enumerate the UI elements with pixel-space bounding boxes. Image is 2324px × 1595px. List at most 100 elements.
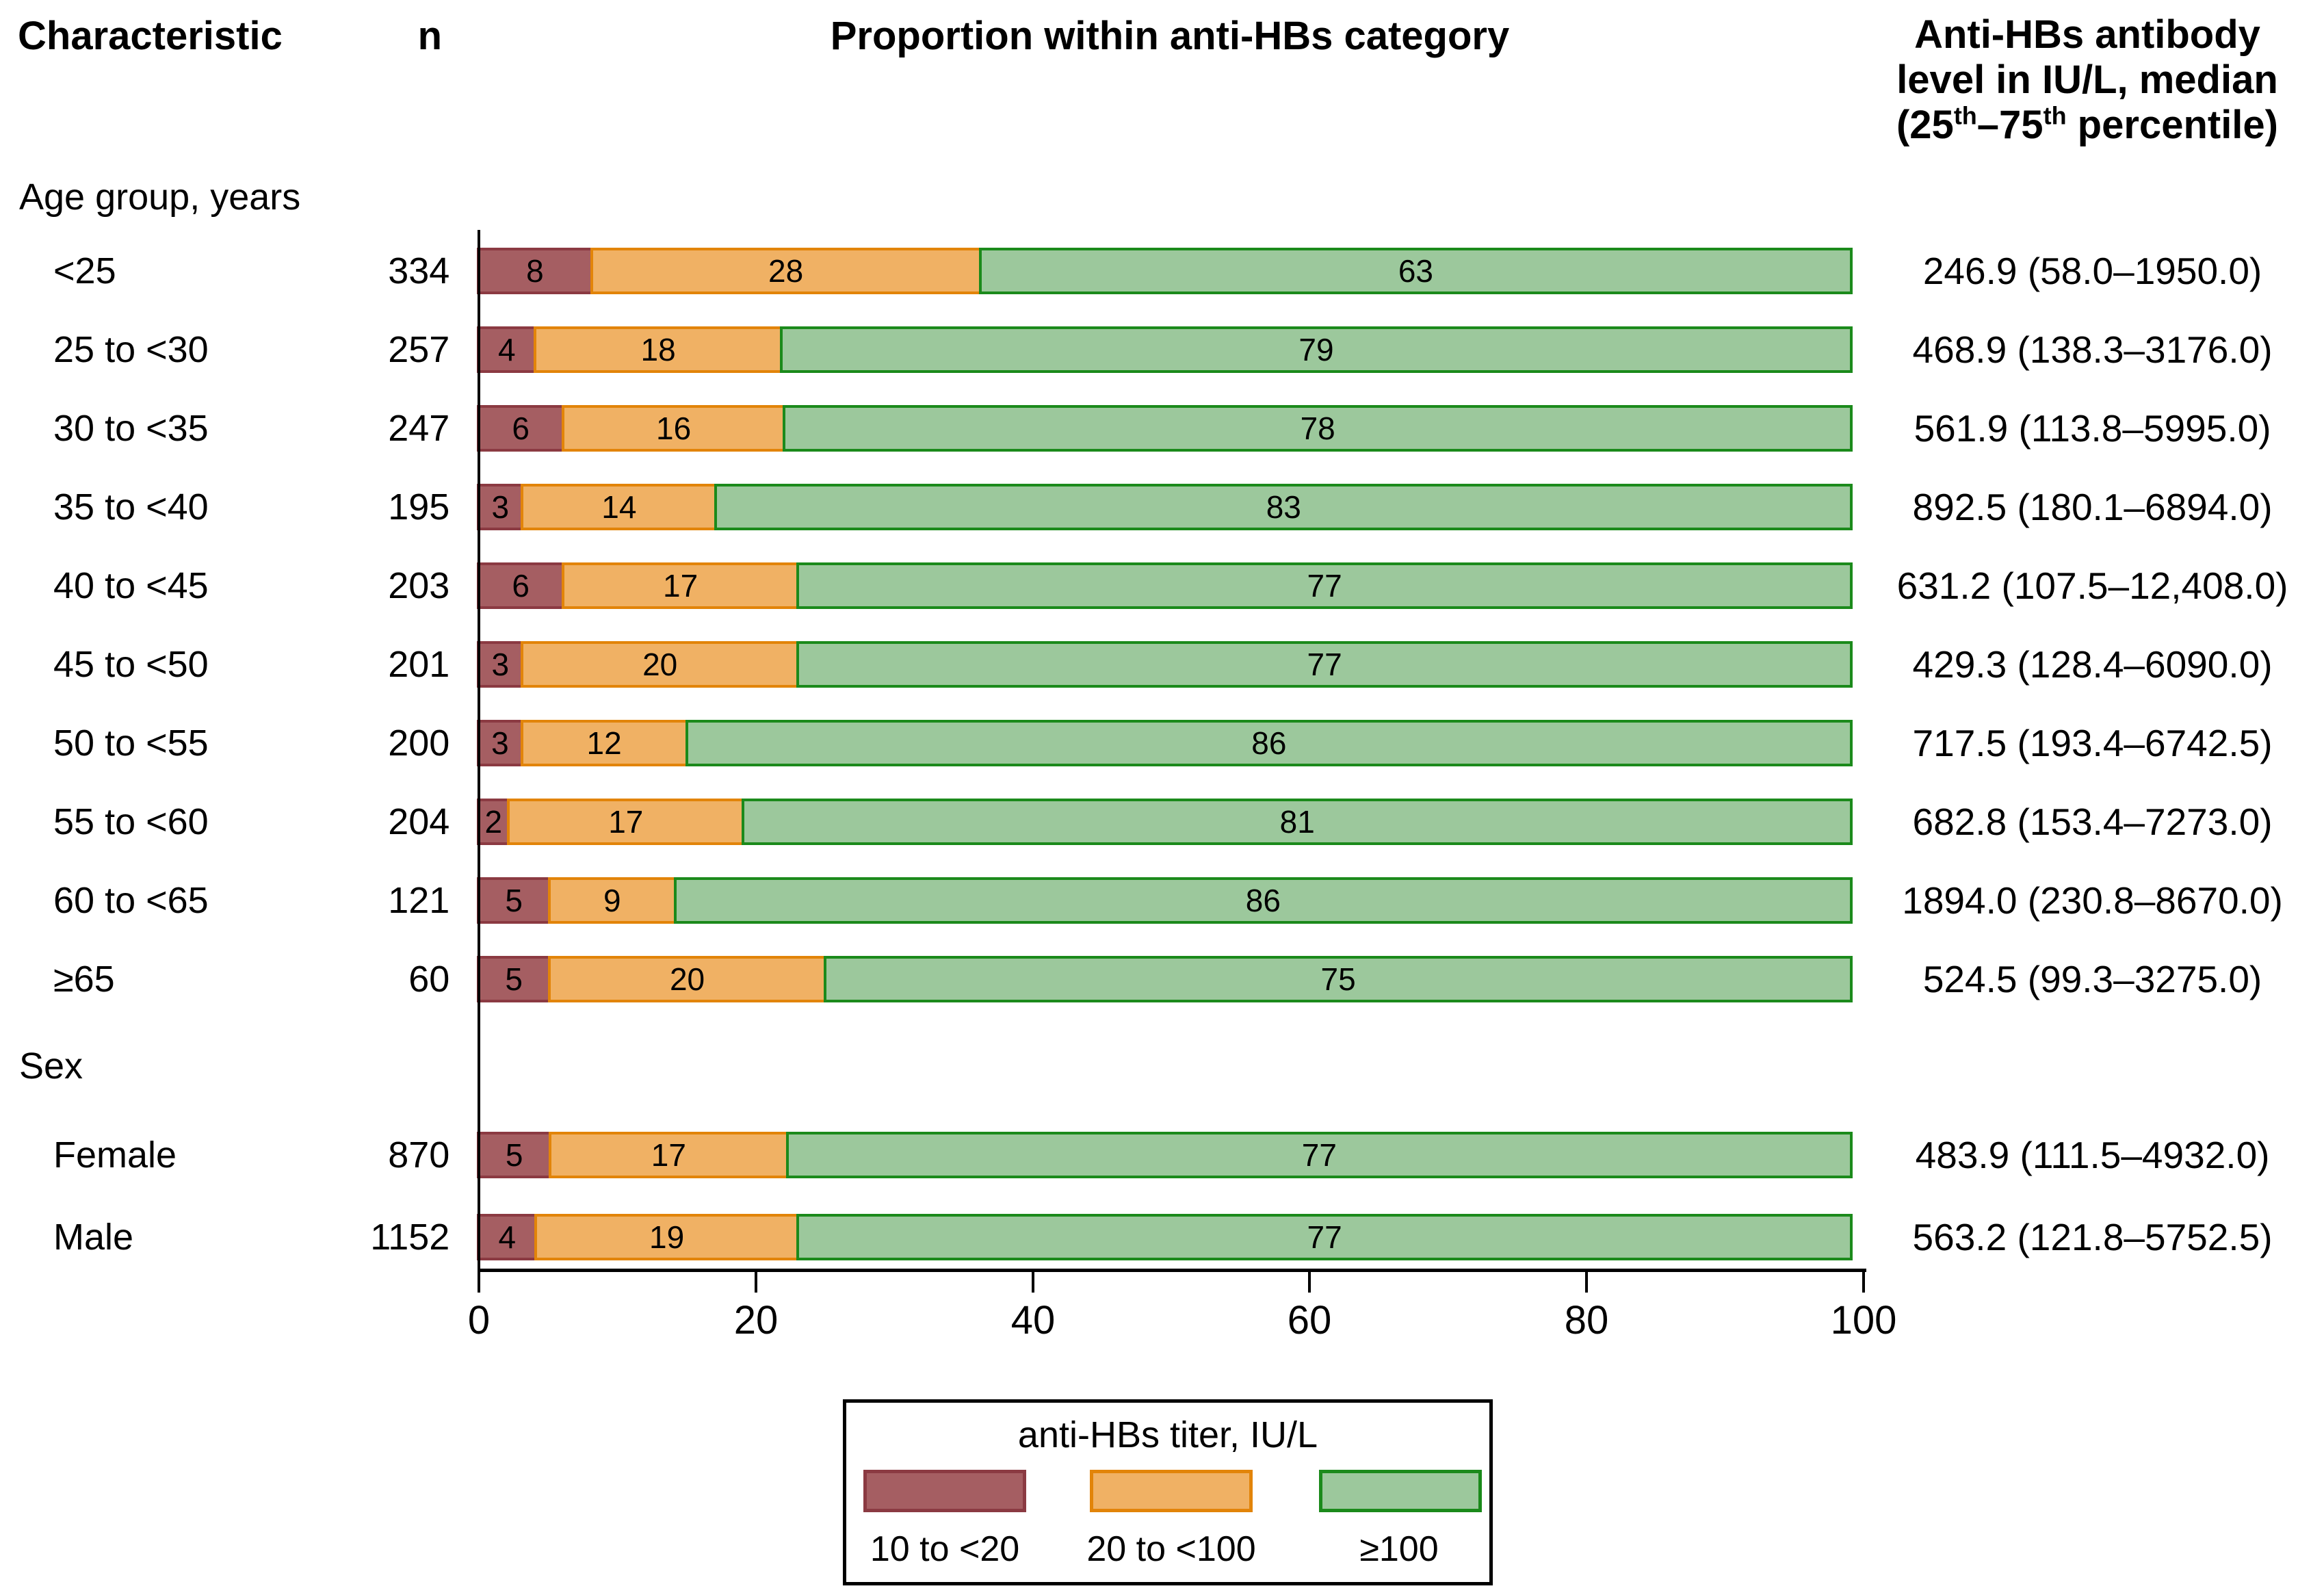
legend-label-10-to-20: 10 to <20 [870, 1529, 1020, 1569]
x-axis-tick-label: 40 [1010, 1298, 1056, 1343]
segment-value-label: 17 [608, 803, 644, 840]
bar-segment-10-to-20: 4 [477, 326, 537, 373]
chart-row: 25 to <30 257 4 18 79 468.9 (138.3–3176.0) [0, 310, 2324, 389]
segment-value-label: 6 [512, 410, 530, 446]
bar-segment-20-to-100: 17 [507, 798, 745, 845]
sex-rows: Female 870 5 17 77 483.9 (111.5–4932.0) Male 11… [0, 1114, 2324, 1278]
row-n-value: 334 [388, 250, 450, 291]
row-plot: 3 14 83 [477, 483, 1853, 530]
stacked-bar: 3 12 86 [477, 719, 1853, 766]
row-n-value: 257 [388, 328, 450, 370]
chart-title: Proportion within anti-HBs category [830, 14, 1510, 58]
segment-value-label: 77 [1307, 567, 1342, 604]
row-median-value: 682.8 (153.4–7273.0) [1912, 800, 2273, 843]
bar-segment-10-to-20: 8 [477, 247, 593, 294]
row-n-value: 201 [388, 643, 450, 685]
segment-value-label: 19 [649, 1219, 685, 1255]
bar-segment-10-to-20: 4 [477, 1214, 538, 1260]
bar-segment-20-to-100: 28 [590, 247, 982, 294]
row-label: Female [53, 1134, 177, 1176]
x-axis-tick [1585, 1272, 1588, 1293]
segment-value-label: 86 [1251, 725, 1287, 761]
row-median-value: 631.2 (107.5–12,408.0) [1896, 564, 2288, 607]
stacked-bar: 3 14 83 [477, 483, 1853, 530]
chart-row: Female 870 5 17 77 483.9 (111.5–4932.0) [0, 1114, 2324, 1196]
chart-row: 60 to <65 121 5 9 86 1894.0 (230.8–8670.0) [0, 861, 2324, 939]
section-label-sex: Sex [19, 1046, 83, 1087]
segment-value-label: 63 [1398, 252, 1433, 289]
segment-value-label: 17 [651, 1137, 686, 1173]
chart-row: ≥65 60 5 20 75 524.5 (99.3–3275.0) [0, 939, 2324, 1018]
row-plot: 8 28 63 [477, 247, 1853, 294]
bar-segment-20-to-100: 17 [549, 1132, 789, 1178]
chart-row: <25 334 8 28 63 246.9 (58.0–1950.0) [0, 231, 2324, 310]
stacked-bar: 6 16 78 [477, 404, 1853, 452]
antibody-header-line1: Anti-HBs antibody [1914, 12, 2260, 57]
column-header-antibody: Anti-HBs antibody level in IU/L, median … [1851, 12, 2323, 148]
row-median-value: 246.9 (58.0–1950.0) [1922, 249, 2262, 292]
x-axis-tick-label: 100 [1830, 1298, 1897, 1343]
bar-segment-20-to-100: 12 [520, 719, 688, 766]
segment-value-label: 9 [603, 882, 621, 918]
row-label: ≥65 [53, 958, 115, 1000]
segment-value-label: 5 [505, 1137, 523, 1173]
segment-value-label: 14 [601, 489, 637, 525]
bar-segment-20-to-100: 18 [534, 326, 783, 373]
row-label: 60 to <65 [53, 879, 209, 921]
chart-row: 30 to <35 247 6 16 78 561.9 (113.8–5995.0) [0, 389, 2324, 467]
row-label: Male [53, 1217, 134, 1258]
legend-label-20-to-100: 20 to <100 [1086, 1529, 1256, 1569]
bar-segment-10-to-20: 2 [477, 798, 510, 845]
segment-value-label: 28 [768, 252, 804, 289]
segment-value-label: 77 [1307, 646, 1342, 682]
bar-segment-gte-100: 77 [796, 640, 1853, 688]
row-median-value: 717.5 (193.4–6742.5) [1912, 721, 2273, 764]
segment-value-label: 3 [491, 725, 509, 761]
legend-swatch-20-to-100 [1090, 1470, 1253, 1512]
row-label: 50 to <55 [53, 722, 209, 764]
segment-value-label: 75 [1320, 961, 1356, 997]
bar-segment-10-to-20: 5 [477, 1132, 552, 1178]
segment-value-label: 78 [1300, 410, 1335, 446]
row-label: 45 to <50 [53, 643, 209, 685]
bar-segment-10-to-20: 5 [477, 877, 551, 924]
bar-segment-gte-100: 77 [796, 1214, 1853, 1260]
bar-segment-gte-100: 81 [742, 798, 1853, 845]
row-n-value: 121 [388, 879, 450, 921]
legend-swatch-10-to-20 [863, 1470, 1026, 1512]
stacked-bar: 4 19 77 [477, 1214, 1853, 1260]
stacked-bar: 8 28 63 [477, 247, 1853, 294]
segment-value-label: 81 [1279, 803, 1315, 840]
segment-value-label: 20 [642, 646, 678, 682]
row-plot: 6 17 77 [477, 562, 1853, 609]
row-plot: 6 16 78 [477, 404, 1853, 452]
x-axis-tick-label: 60 [1287, 1298, 1332, 1343]
x-axis-tick-label: 0 [467, 1298, 491, 1343]
x-axis-tick [1032, 1272, 1034, 1293]
legend-title: anti-HBs titer, IU/L [1017, 1414, 1318, 1455]
bar-segment-20-to-100: 19 [534, 1214, 800, 1260]
bar-segment-20-to-100: 20 [548, 955, 827, 1002]
segment-value-label: 83 [1266, 489, 1301, 525]
x-axis-tick-label: 20 [733, 1298, 779, 1343]
row-plot: 3 12 86 [477, 719, 1853, 766]
row-median-value: 483.9 (111.5–4932.0) [1915, 1134, 2270, 1176]
age-group-rows: <25 334 8 28 63 246.9 (58.0–1950.0) 25 to <30 2… [0, 231, 2324, 1018]
row-plot: 4 18 79 [477, 326, 1853, 373]
stacked-bar: 3 20 77 [477, 640, 1853, 688]
bar-segment-gte-100: 63 [978, 247, 1853, 294]
chart-row: 35 to <40 195 3 14 83 892.5 (180.1–6894.0) [0, 467, 2324, 546]
stacked-bar: 2 17 81 [477, 798, 1853, 845]
row-median-value: 892.5 (180.1–6894.0) [1912, 485, 2273, 528]
segment-value-label: 77 [1301, 1137, 1337, 1173]
stacked-bar: 5 20 75 [477, 955, 1853, 1002]
bar-segment-10-to-20: 3 [477, 719, 523, 766]
x-axis-tick [755, 1272, 757, 1293]
legend: anti-HBs titer, IU/L 10 to <20 20 to <10… [843, 1399, 1493, 1585]
bar-segment-10-to-20: 6 [477, 404, 565, 452]
legend-label-gte-100: ≥100 [1359, 1529, 1439, 1569]
row-n-value: 203 [388, 565, 450, 606]
segment-value-label: 18 [640, 331, 676, 367]
row-plot: 5 17 77 [477, 1132, 1853, 1178]
